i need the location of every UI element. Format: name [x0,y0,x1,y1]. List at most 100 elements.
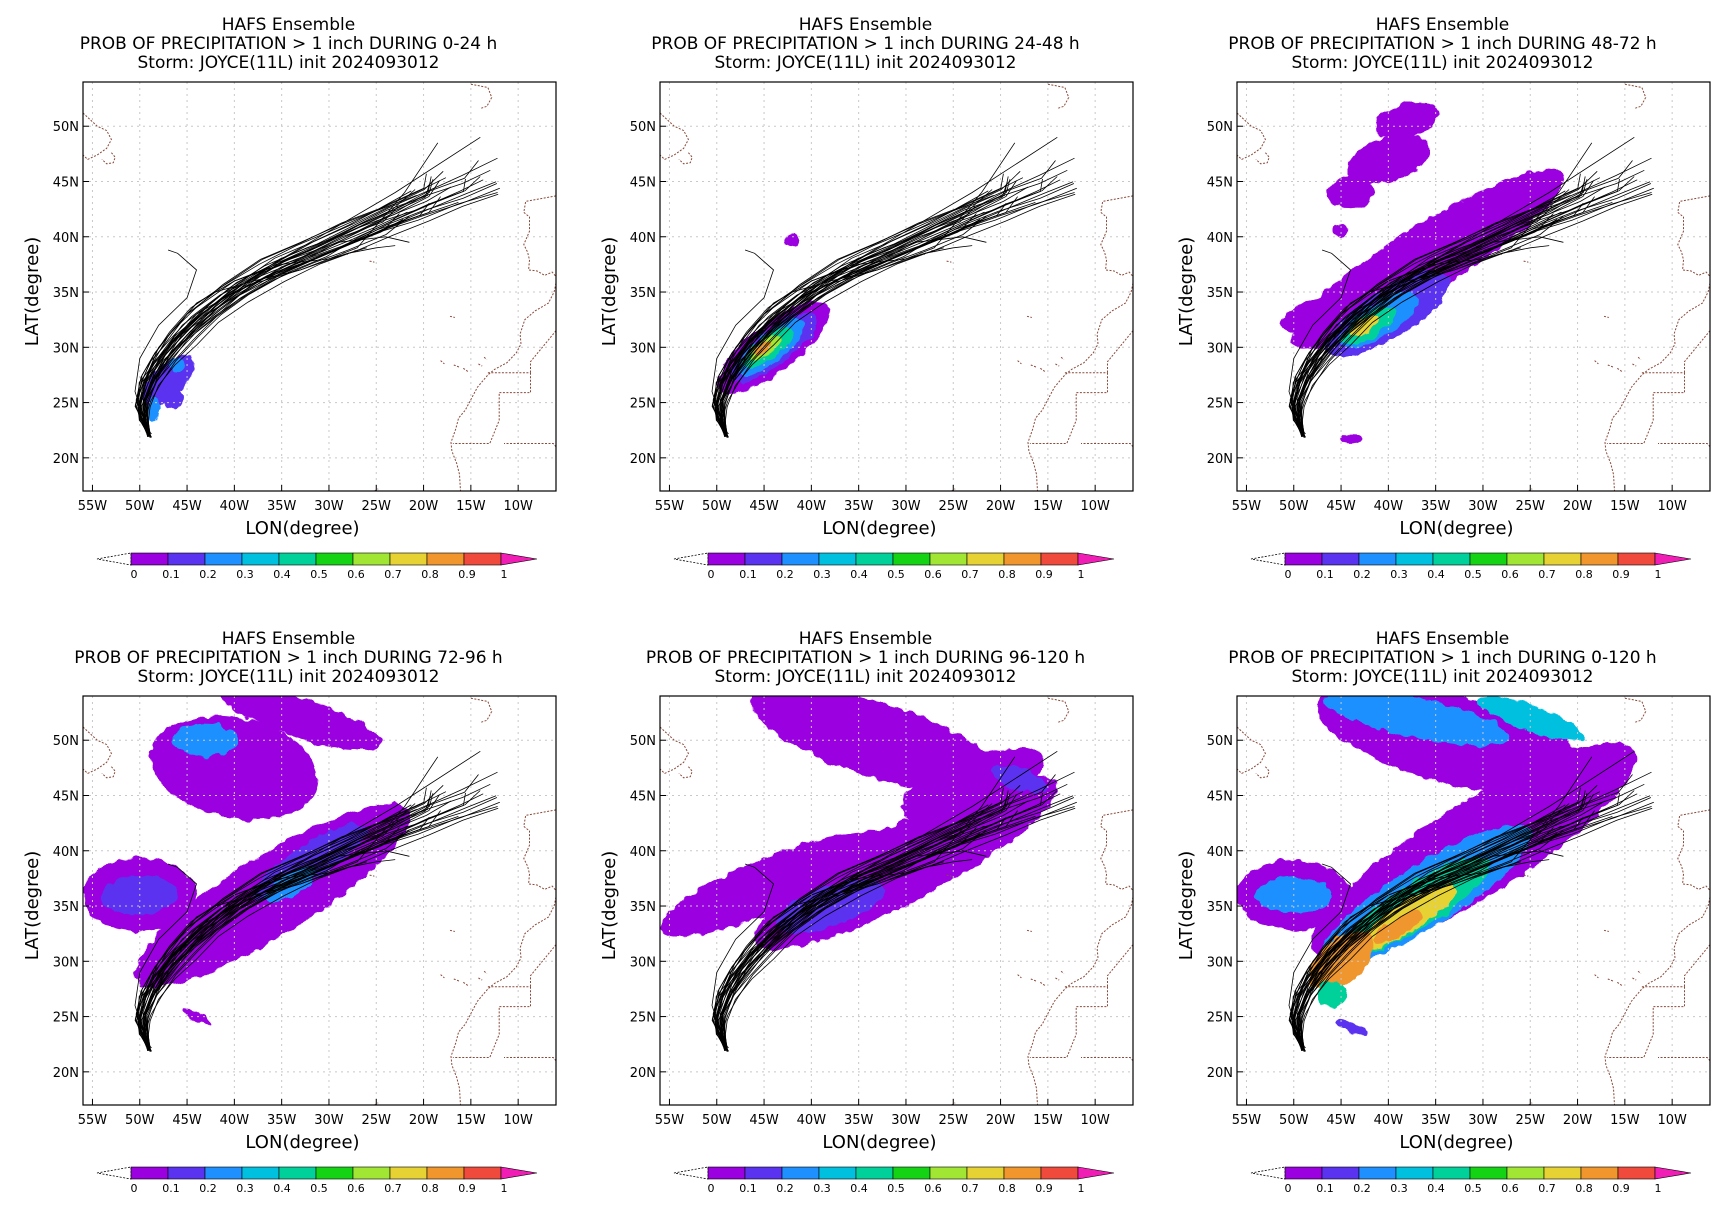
map-panel-24-48h: HAFS Ensemble PROB OF PRECIPITATION > 1 … [577,0,1154,614]
coastline [101,152,116,165]
border-line [1684,330,1710,373]
ensemble-track [137,187,500,437]
coastline [1603,315,1609,318]
ensemble-track [141,829,410,1052]
colorbar-segment [1543,1166,1582,1180]
ensemble-track [148,807,499,1049]
coastline [453,978,460,982]
y-tick-label: 20N [630,1066,656,1081]
colorbar-label: 0.8 [1575,1182,1593,1195]
coastline [1637,356,1642,360]
coastline [1060,356,1065,360]
colorbar-label: 0.9 [1035,1182,1053,1195]
x-tick-label: 25W [1516,499,1546,514]
map-svg: 55W 50W 45W 40W 35W 30W 25W 20W 15W 10W 20N 25N 30N 3… [1176,695,1711,1195]
panel-storm-info: Storm: JOYCE(11L) init 2024093012 [1291,667,1594,687]
colorbar-label: 0.1 [739,568,757,581]
plot-frame [1236,695,1711,1106]
coastline [1617,367,1623,373]
ensemble-track [711,249,774,436]
colorbar-segment [818,552,857,566]
coastline [483,356,488,360]
colorbar-label: 0.2 [199,1182,217,1195]
y-tick-label: 40N [630,845,656,860]
colorbar-under-arrow [1250,1166,1286,1180]
ensemble-track [716,750,1058,1050]
border-line [452,986,531,1058]
y-tick-label: 35N [630,900,656,915]
coastline [1047,697,1070,723]
coastline [386,492,391,496]
border-line [530,330,556,373]
colorbar-label: 0.4 [273,568,291,581]
panel-subtitle: PROB OF PRECIPITATION > 1 inch DURING 0-… [1228,648,1657,668]
border-line [1029,986,1108,1058]
x-axis-label: LON(degree) [822,1132,936,1153]
colorbar-label: 0.7 [1538,1182,1556,1195]
x-tick-label: 15W [456,1113,486,1128]
colorbar-label: 0.4 [273,1182,291,1195]
colorbar-segment [389,1166,428,1180]
x-tick-label: 20W [986,499,1016,514]
colorbar-label: 0.2 [776,568,794,581]
coastline [1026,315,1032,318]
x-tick-label: 30W [314,1113,344,1128]
map-panel-0-120h: HAFS Ensemble PROB OF PRECIPITATION > 1 … [1154,614,1731,1228]
colorbar-under-arrow [96,1166,132,1180]
colorbar: 0 0.1 0.2 0.3 0.4 0.5 0.6 0.7 0.8 0.9 1 [1250,552,1692,581]
colorbar-label: 0.5 [1464,568,1482,581]
colorbar-label: 0.3 [813,568,831,581]
x-tick-label: 30W [891,1113,921,1128]
probability-area [1324,696,1510,746]
colorbar-label: 1 [1078,568,1085,581]
x-tick-label: 55W [655,1113,685,1128]
colorbar-label: 0 [1285,1182,1292,1195]
coastline [369,260,375,263]
colorbar-label: 0.2 [199,568,217,581]
x-tick-label: 20W [1563,499,1593,514]
plot-frame [82,81,557,492]
y-tick-label: 20N [630,452,656,467]
coastline [83,112,112,160]
y-axis-label: LAT(degree) [22,851,43,960]
y-tick-label: 30N [630,341,656,356]
coastline [440,360,445,365]
ensemble-track [1297,186,1606,437]
colorbar-segment [130,552,169,566]
probability-area [172,723,240,757]
ensemble-track [711,863,774,1050]
colorbar-segment [1003,552,1042,566]
probability-area [1326,175,1375,210]
colorbar-segment [1395,1166,1434,1180]
coastline [1607,978,1614,982]
colorbar-label: 0.3 [236,568,254,581]
colorbar-segment [929,1166,968,1180]
colorbar-segment [855,1166,894,1180]
colorbar-over-arrow [1077,552,1115,566]
x-tick-label: 55W [1232,1113,1262,1128]
border-line [1658,1057,1710,1062]
x-axis-label: LON(degree) [245,518,359,539]
colorbar-label: 1 [501,1182,508,1195]
colorbar-segment [1432,552,1471,566]
ensemble-track [721,859,973,1050]
probability-area [1334,1018,1367,1037]
coastline [1237,726,1266,774]
colorbar-segment [167,1166,206,1180]
x-tick-label: 40W [220,499,250,514]
y-tick-label: 25N [630,1011,656,1026]
y-tick-label: 50N [53,734,79,749]
colorbar-label: 0.6 [347,1182,365,1195]
colorbar-segment [781,552,820,566]
ensemble-track [725,807,1076,1049]
coastline [1255,152,1270,165]
coastline [478,977,483,981]
colorbar-segment [1284,1166,1323,1180]
map-svg: 55W 50W 45W 40W 35W 30W 25W 20W 15W 10W 20N 25N 30N 3… [599,695,1134,1195]
probability-area [785,234,799,248]
x-tick-label: 35W [267,499,297,514]
x-tick-label: 15W [1610,1113,1640,1128]
ensemble-track [148,193,499,435]
y-tick-label: 45N [53,175,79,190]
coastline [1040,981,1046,987]
